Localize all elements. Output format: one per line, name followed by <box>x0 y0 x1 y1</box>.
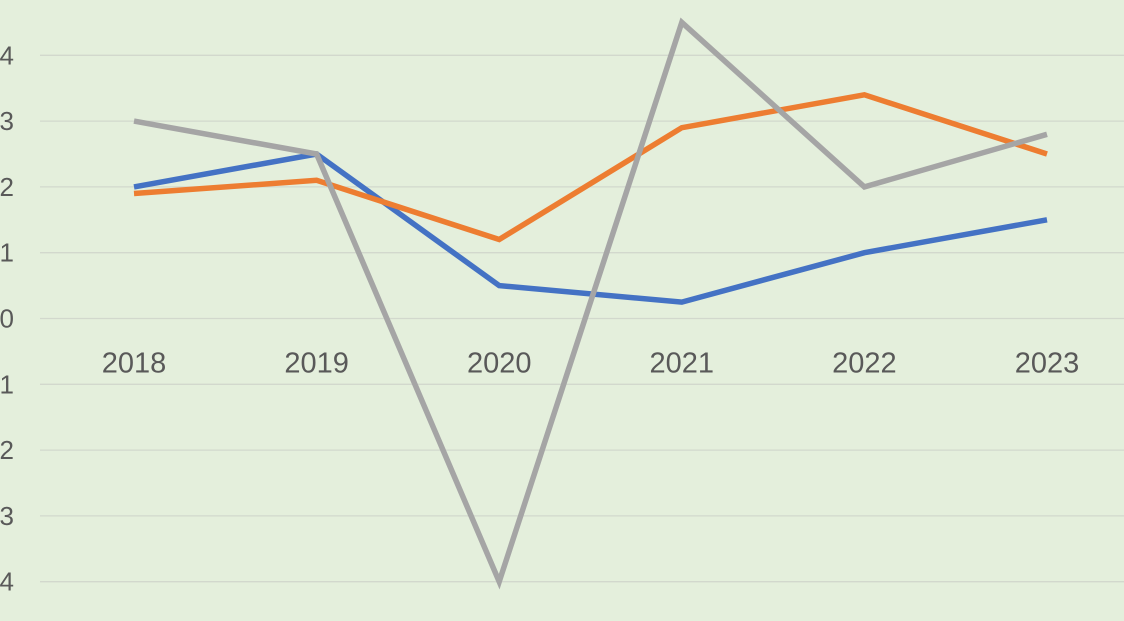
x-axis-tick-labels: 2018 2019 2020 2021 2022 2023 <box>102 348 1080 380</box>
x-tick-label: 2023 <box>1015 348 1080 380</box>
series-lines <box>133 17 1048 590</box>
y-axis-tick-labels: 4 3 2 1 0 1 2 3 4 <box>0 40 14 596</box>
x-tick-label: 2020 <box>467 348 532 380</box>
x-tick-label: 2021 <box>650 348 715 380</box>
x-tick-label: 2018 <box>102 348 167 380</box>
y-tick-label: 4 <box>0 567 14 597</box>
y-tick-label: 0 <box>0 304 14 334</box>
y-tick-label: 1 <box>0 238 14 268</box>
series-line-2 <box>133 91 1048 243</box>
y-tick-label: 1 <box>0 369 14 399</box>
y-tick-label: 2 <box>0 435 14 465</box>
series-line-3 <box>133 17 1048 590</box>
x-tick-label: 2019 <box>284 348 349 380</box>
y-tick-label: 2 <box>0 172 14 202</box>
x-tick-label: 2022 <box>832 348 897 380</box>
y-tick-label: 3 <box>0 106 14 136</box>
y-tick-label: 4 <box>0 40 14 70</box>
y-tick-label: 3 <box>0 501 14 531</box>
